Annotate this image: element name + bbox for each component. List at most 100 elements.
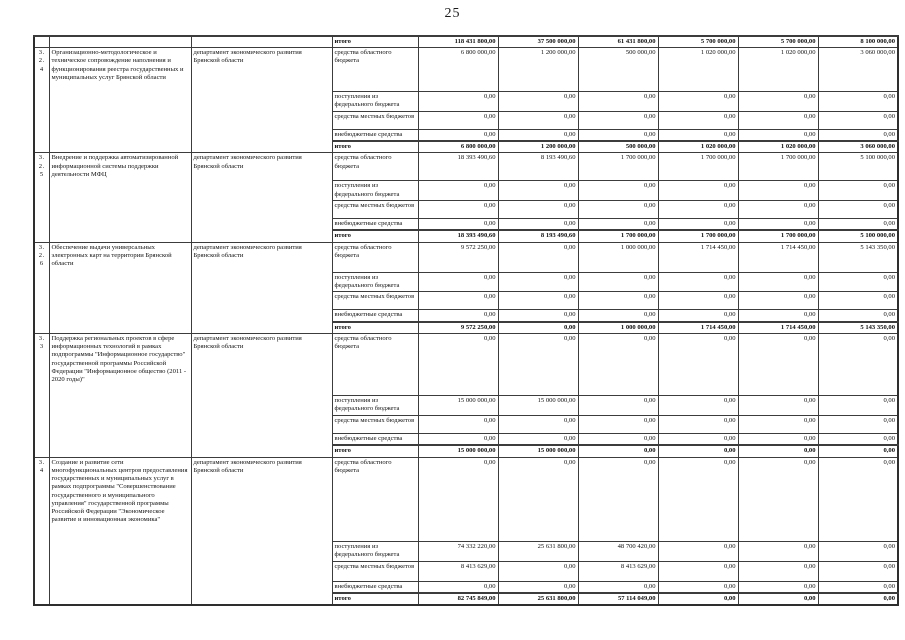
amount-cell: 0,00 [817,271,899,293]
amount-cell: 0,00 [497,180,579,201]
amount-cell: 0,00 [497,128,579,142]
funding-source-label: поступления из федерального бюджета [331,271,419,293]
funding-source-label: итого [331,229,419,243]
funding-source-label: средства областного бюджета [331,241,419,273]
table-row: 3.4 Создание и развитие сети многофункцио… [33,456,899,606]
amount-cell: 1 000 000,00 [577,241,659,273]
amount-cell: 0,00 [577,414,659,434]
amount-cell: 0,00 [577,180,659,201]
amount-cell: 0,00 [417,180,499,201]
amount-cell: 0,00 [657,432,739,446]
amount-cell: 0,00 [577,199,659,219]
table-row: поступления из федерального бюджета 74 33… [34,540,899,562]
amount-cell: 0,00 [817,592,899,606]
executor-name: департамент экономического развития Брян… [190,241,333,334]
amount-cell: 500 000,00 [577,47,659,93]
amount-cell: 0,00 [417,456,499,542]
amount-cell: 0,00 [737,128,819,142]
amount-cell: 0,00 [817,444,899,458]
empty-cell [48,35,192,49]
amount-cell: 0,00 [737,560,819,582]
amount-cell: 15 000 000,00 [497,394,579,416]
amount-cell: 8 413 629,00 [577,560,659,582]
table-row: средства местных бюджетов 0,00 0,00 0,00 0,0… [34,291,899,311]
funding-source-label: внебюджетные средства [331,432,419,446]
amount-cell: 0,00 [817,432,899,446]
amount-cell: 0,00 [657,180,739,201]
amount-cell: 0,00 [417,414,499,434]
budget-table: итого 118 431 800,00 37 500 000,00 61 431 8… [33,35,899,607]
funding-source-label: итого [331,444,419,458]
amount-cell: 0,00 [497,241,579,273]
amount-cell: 0,00 [817,180,899,201]
amount-cell: 0,00 [817,110,899,130]
amount-cell: 9 572 250,00 [417,320,499,334]
amount-cell: 0,00 [577,291,659,311]
amount-cell: 1 000 000,00 [577,320,659,334]
amount-cell: 0,00 [817,217,899,231]
funding-source-label: внебюджетные средства [331,580,419,594]
amount-cell: 0,00 [737,456,819,542]
amount-cell: 0,00 [657,271,739,293]
amount-cell: 1 700 000,00 [657,152,739,182]
table-row: поступления из федерального бюджета 0,00 0… [34,180,899,201]
amount-cell: 0,00 [657,199,739,219]
amount-cell: 0,00 [817,309,899,323]
amount-cell: 15 000 000,00 [497,444,579,458]
amount-cell: 3 060 000,00 [817,140,899,154]
activity-title: Поддержка региональных проектов в сфере … [48,332,192,458]
amount-cell: 0,00 [737,309,819,323]
funding-source-label: внебюджетные средства [331,128,419,142]
amount-cell: 0,00 [737,580,819,594]
amount-cell: 1 020 000,00 [737,47,819,93]
amount-cell: 0,00 [657,540,739,562]
amount-cell: 0,00 [657,217,739,231]
amount-cell: 0,00 [577,456,659,542]
activity-title: Внедрение и поддержка автоматизированной… [48,152,192,243]
amount-cell: 0,00 [657,560,739,582]
amount-cell: 18 393 490,60 [417,152,499,182]
amount-cell: 8 413 629,00 [417,560,499,582]
activity-title: Создание и развитие сети многофункционал… [48,456,192,606]
section-total-row: итого 82 745 849,00 25 631 800,00 57 114 04… [34,592,899,606]
amount-cell: 0,00 [737,592,819,606]
amount-cell: 0,00 [737,540,819,562]
amount-cell: 1 700 000,00 [737,152,819,182]
amount-cell: 8 100 000,00 [817,35,899,49]
funding-source-label: поступления из федерального бюджета [331,91,419,112]
amount-cell: 6 800 000,00 [417,47,499,93]
amount-cell: 0,00 [577,128,659,142]
amount-cell: 0,00 [737,271,819,293]
amount-cell: 1 200 000,00 [497,140,579,154]
amount-cell: 5 700 000,00 [737,35,819,49]
table-row: поступления из федерального бюджета 0,00 0… [34,91,899,112]
amount-cell: 0,00 [737,394,819,416]
amount-cell: 0,00 [497,217,579,231]
amount-cell: 0,00 [817,456,899,542]
amount-cell: 0,00 [657,291,739,311]
amount-cell: 0,00 [657,91,739,112]
amount-cell: 8 193 490,60 [497,229,579,243]
amount-cell: 0,00 [657,444,739,458]
table-row: средства местных бюджетов 8 413 629,00 0,0… [34,560,899,582]
funding-source-label: средства областного бюджета [331,47,419,93]
funding-source-label: итого [331,140,419,154]
amount-cell: 0,00 [737,444,819,458]
funding-source-label: средства областного бюджета [331,152,419,182]
amount-cell: 0,00 [657,309,739,323]
budget-table-body: итого 118 431 800,00 37 500 000,00 61 431 8… [33,35,899,606]
carryover-total-row: итого 118 431 800,00 37 500 000,00 61 431 8… [33,35,899,49]
amount-cell: 0,00 [817,332,899,396]
amount-cell: 0,00 [577,110,659,130]
amount-cell: 0,00 [577,332,659,396]
amount-cell: 5 143 350,00 [817,320,899,334]
amount-cell: 0,00 [817,414,899,434]
amount-cell: 0,00 [737,332,819,396]
amount-cell: 5 143 350,00 [817,241,899,273]
amount-cell: 1 020 000,00 [737,140,819,154]
amount-cell: 0,00 [497,580,579,594]
amount-cell: 0,00 [737,180,819,201]
amount-cell: 61 431 800,00 [577,35,659,49]
section-number: 3.2.4 [33,47,50,154]
amount-cell: 18 393 490,60 [417,229,499,243]
